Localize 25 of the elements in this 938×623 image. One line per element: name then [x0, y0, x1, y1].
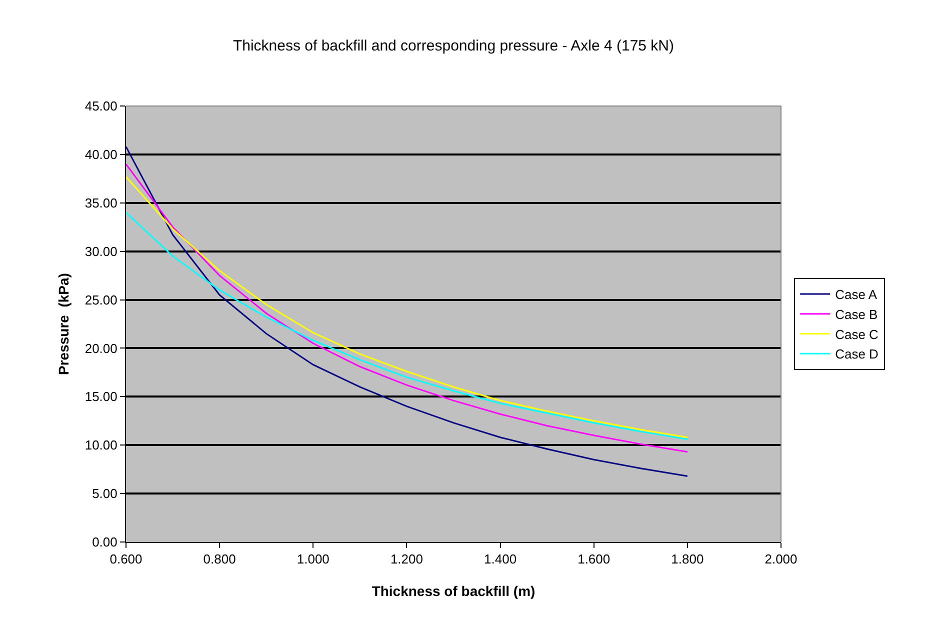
x-tick-label: 1.400 [484, 552, 517, 567]
x-tick-label: 0.600 [110, 552, 142, 567]
y-tick-label: 0.00 [92, 534, 118, 550]
x-tick-label: 0.800 [203, 552, 236, 567]
x-tick-label: 1.800 [671, 552, 704, 567]
y-tick-label: 10.00 [84, 438, 118, 453]
y-axis-title: Pressure (kPa) [55, 273, 72, 375]
legend-label: Case D [835, 346, 878, 362]
y-tick-label: 5.00 [92, 486, 118, 502]
legend-label: Case C [835, 326, 878, 342]
y-tick-label: 45.00 [84, 98, 118, 114]
y-tick-label: 35.00 [84, 195, 118, 210]
legend-label: Case A [835, 287, 878, 302]
legend-label: Case B [835, 306, 878, 322]
chart-title: Thickness of backfill and corresponding pressure - Axle 4 (175 kN) [232, 38, 674, 54]
y-tick-label: 25.00 [84, 292, 118, 308]
y-tick-label: 30.00 [84, 244, 118, 259]
y-tick-label: 15.00 [84, 389, 118, 404]
x-tick-label: 1.000 [296, 552, 330, 567]
y-tick-label: 40.00 [84, 146, 118, 162]
x-tick-label: 2.000 [764, 552, 798, 567]
y-tick-label: 20.00 [84, 340, 118, 356]
x-axis-title: Thickness of backfill (m) [372, 582, 536, 599]
x-tick-label: 1.600 [578, 552, 610, 567]
x-tick-label: 1.200 [390, 552, 423, 567]
